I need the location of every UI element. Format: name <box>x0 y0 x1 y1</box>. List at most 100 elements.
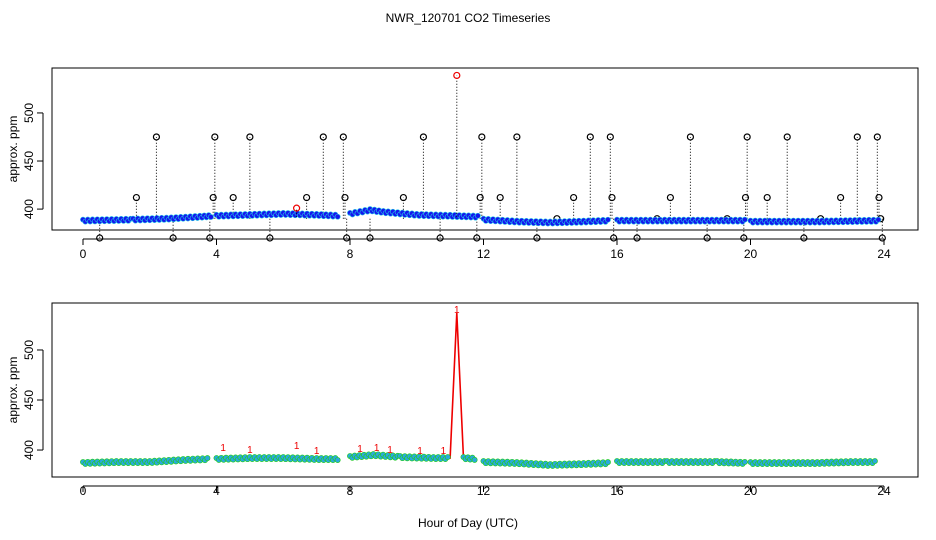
spike-point <box>339 133 347 141</box>
spike-point <box>341 193 349 202</box>
spike-point <box>343 234 351 242</box>
spike-point <box>743 133 751 141</box>
spike-point <box>319 133 327 141</box>
spike-point <box>878 234 886 242</box>
data-point <box>444 454 451 460</box>
data-point <box>334 213 341 220</box>
x-tick-label: 8 <box>347 247 354 261</box>
spike-point <box>169 234 177 242</box>
x-tick-label: 20 <box>744 247 758 261</box>
spike-point <box>399 193 407 202</box>
spike-point <box>366 234 374 242</box>
y-tick-label: 500 <box>22 340 36 360</box>
data-point <box>875 216 882 223</box>
data-point <box>604 459 611 466</box>
x-tick-label: 12 <box>477 247 491 261</box>
x-tick-label: 0 <box>80 484 87 498</box>
bottom-plot-frame <box>51 302 919 478</box>
spike-point <box>741 193 750 202</box>
spike-point <box>419 133 428 141</box>
spike-point <box>513 133 521 141</box>
y-tick-label: 500 <box>22 103 36 123</box>
x-tick-label: 8 <box>347 484 354 498</box>
data-point <box>334 457 341 463</box>
x-tick-label: 0 <box>80 247 87 261</box>
spike-point <box>206 234 214 242</box>
spike-point <box>666 193 675 202</box>
spike-point <box>96 234 104 242</box>
red-mark-label: 1 <box>454 305 460 316</box>
spike-point <box>740 234 748 242</box>
spike-point <box>686 133 695 141</box>
outlier-point <box>293 204 301 212</box>
data-point <box>741 216 748 223</box>
red-mark-label: 1 <box>417 446 423 457</box>
red-mark-label: 1 <box>387 445 393 456</box>
spike-point <box>496 193 504 202</box>
spike-point <box>783 133 791 141</box>
top-plot-frame <box>51 67 919 231</box>
data-point <box>474 212 481 219</box>
spike-point <box>608 193 616 202</box>
x-tick-label: 24 <box>877 484 891 498</box>
spike-point <box>436 234 444 242</box>
data-point <box>741 459 748 465</box>
spike-point <box>586 133 594 141</box>
y-tick-label: 450 <box>22 390 36 410</box>
spike-point <box>478 133 486 141</box>
red-mark-label: 1 <box>220 443 226 454</box>
spike-point <box>610 234 618 242</box>
y-tick-label: 400 <box>22 440 36 460</box>
red-mark-label: 1 <box>357 444 363 455</box>
y-tick-label: 450 <box>22 151 36 171</box>
data-point <box>204 455 211 462</box>
x-tick-label: 4 <box>213 484 220 498</box>
x-tick-label: 16 <box>610 484 624 498</box>
spike-point <box>211 133 219 141</box>
spike-point <box>152 133 161 141</box>
spike-point <box>229 193 237 202</box>
top-y-axis-label: approx. ppm <box>6 116 20 183</box>
y-tick-label: 400 <box>22 199 36 219</box>
top-panel: approx. ppm 0 4 8 12 16 20 24 400 450 500 <box>6 67 919 261</box>
x-tick-label: 12 <box>477 484 491 498</box>
red-mark-label: 1 <box>374 443 380 454</box>
red-mark-label: 1 <box>314 446 320 457</box>
spike-point <box>266 234 274 242</box>
spike-point <box>633 234 641 242</box>
spike-point <box>473 234 481 242</box>
red-mark-label: 1 <box>441 446 447 457</box>
x-tick-label: 4 <box>213 247 220 261</box>
spike-point <box>132 193 140 202</box>
spike-point <box>703 234 711 242</box>
series-line <box>349 312 477 460</box>
spike-point <box>303 193 311 202</box>
spike-point <box>875 193 883 202</box>
x-tick-label: 20 <box>744 484 758 498</box>
data-point <box>208 214 214 220</box>
bottom-y-axis-label: approx. ppm <box>6 357 20 424</box>
data-point <box>604 216 611 223</box>
spike-point <box>476 193 484 202</box>
spike-point <box>763 193 771 202</box>
spike-point <box>853 133 861 141</box>
x-axis-label: Hour of Day (UTC) <box>418 516 518 530</box>
x-tick-label: 24 <box>877 247 891 261</box>
data-point <box>471 456 478 463</box>
red-mark-label: 1 <box>294 441 300 452</box>
spike-point <box>246 133 254 141</box>
spike-point <box>606 133 614 141</box>
spike-point <box>533 234 541 242</box>
spike-point <box>209 193 217 202</box>
spike-point <box>873 133 881 141</box>
x-tick-label: 16 <box>610 247 624 261</box>
outlier-point <box>453 71 461 80</box>
spike-point <box>800 234 808 242</box>
data-point <box>871 458 878 464</box>
red-mark-label: 1 <box>247 445 253 456</box>
chart-title: NWR_120701 CO2 Timeseries <box>386 11 551 25</box>
spike-point <box>570 193 578 202</box>
spike-point <box>837 193 845 202</box>
